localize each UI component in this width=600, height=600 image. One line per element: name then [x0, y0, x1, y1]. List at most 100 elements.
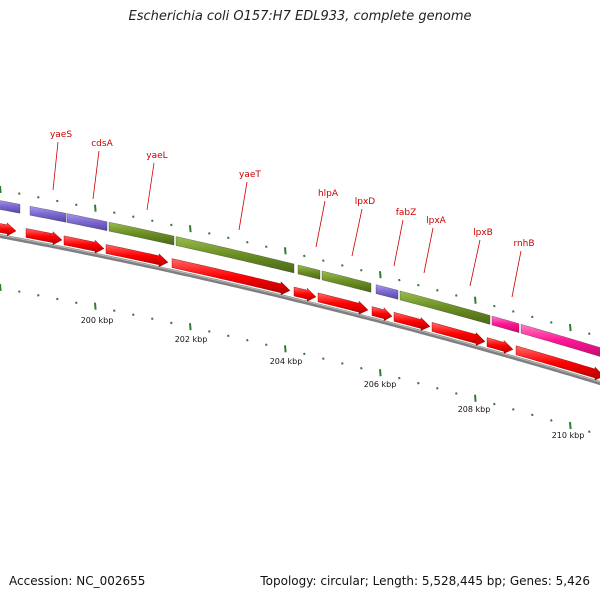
gene-band — [108, 221, 175, 246]
gene-band — [0, 200, 21, 214]
minor-tick — [151, 219, 154, 223]
major-tick — [0, 283, 2, 292]
minor-tick — [56, 199, 59, 203]
major-tick — [0, 185, 2, 194]
minor-tick — [512, 310, 515, 313]
major-tick — [284, 345, 287, 353]
kbp-label: 200 kbp — [81, 316, 114, 325]
gene-band — [321, 270, 372, 293]
minor-tick — [227, 236, 230, 240]
gene-band — [491, 315, 520, 333]
backbone-line — [0, 233, 600, 386]
major-tick — [474, 394, 477, 402]
minor-tick — [37, 195, 40, 199]
gene-label-fabZ: fabZ — [396, 208, 417, 218]
gene-callout-line — [393, 219, 404, 267]
minor-tick — [303, 254, 306, 258]
minor-tick — [75, 203, 78, 207]
gene-band — [175, 236, 295, 274]
minor-tick — [398, 376, 401, 380]
gene-label-lpxB: lpxB — [473, 228, 493, 238]
gene-label-lpxA: lpxA — [426, 216, 447, 226]
gene-callout-line — [423, 227, 434, 274]
minor-tick — [303, 352, 306, 356]
backbone-highlight — [0, 234, 600, 383]
minor-tick — [360, 366, 363, 370]
cds-arrow — [105, 244, 169, 268]
minor-tick — [512, 408, 515, 411]
minor-tick — [56, 297, 59, 301]
gene-callout-line — [315, 200, 326, 248]
major-tick — [94, 204, 97, 212]
minor-tick — [265, 343, 268, 347]
accession-text: Accession: NC_002655 — [9, 574, 146, 588]
minor-tick — [37, 293, 40, 297]
cds-arrow — [63, 235, 105, 254]
cds-arrow — [0, 222, 17, 237]
cds-arrow — [393, 312, 431, 331]
gene-band — [66, 213, 108, 231]
minor-tick — [170, 321, 173, 325]
genome-stats-text: Topology: circular; Length: 5,528,445 bp… — [260, 574, 590, 588]
cds-arrow — [317, 292, 369, 315]
cds-arrow — [486, 337, 514, 354]
major-tick — [569, 421, 572, 430]
kbp-label: 204 kbp — [270, 357, 303, 366]
gene-label-cdsA: cdsA — [91, 139, 113, 149]
gene-callout-line — [238, 181, 248, 231]
gene-band — [29, 206, 67, 223]
major-tick — [569, 323, 572, 332]
cds-track — [0, 222, 600, 381]
cds-arrow — [171, 258, 291, 296]
kbp-label: 206 kbp — [364, 380, 397, 389]
minor-tick — [227, 334, 230, 338]
minor-tick — [550, 321, 553, 324]
gene-callout-line — [92, 150, 100, 200]
minor-tick — [531, 315, 534, 319]
major-tick — [379, 271, 382, 279]
cds-arrow — [25, 228, 63, 246]
minor-tick — [360, 268, 363, 272]
minor-tick — [208, 232, 211, 235]
major-tick — [189, 323, 192, 331]
map-title: Escherichia coli O157:H7 EDL933, complet… — [128, 9, 472, 24]
minor-tick — [265, 245, 268, 249]
minor-tick — [436, 289, 439, 292]
minor-tick — [493, 304, 496, 308]
minor-tick — [417, 283, 420, 287]
tick-marks — [0, 185, 591, 433]
gene-band — [297, 264, 321, 280]
minor-tick — [493, 402, 496, 406]
minor-tick — [436, 387, 439, 390]
minor-tick — [341, 264, 344, 267]
gene-callout-line — [511, 250, 522, 298]
minor-tick — [246, 240, 249, 244]
major-tick — [474, 296, 477, 304]
minor-tick — [417, 381, 420, 385]
minor-tick — [588, 332, 591, 335]
kbp-labels: 200 kbp 202 kbp 204 kbp 206 kbp 208 kbp 210 k… — [81, 316, 585, 440]
major-tick — [189, 225, 192, 233]
gene-callout-line — [469, 239, 481, 287]
major-tick — [94, 302, 97, 310]
backbone — [0, 233, 600, 386]
cds-arrow — [293, 286, 317, 302]
minor-tick — [208, 330, 211, 333]
minor-tick — [246, 338, 249, 342]
gene-label-lpxD: lpxD — [355, 197, 376, 207]
minor-tick — [75, 301, 78, 305]
gene-label-yaeL: yaeL — [146, 151, 167, 161]
gene-callout-line — [146, 162, 155, 211]
minor-tick — [550, 419, 553, 422]
gene-band — [375, 284, 399, 300]
kbp-label: 210 kbp — [552, 431, 585, 440]
minor-tick — [322, 357, 325, 360]
gene-label-yaeS: yaeS — [50, 130, 72, 140]
gene-band — [520, 323, 600, 357]
cds-arrow — [371, 306, 393, 322]
minor-tick — [170, 223, 173, 227]
major-tick — [284, 247, 287, 255]
kbp-label: 202 kbp — [175, 335, 208, 344]
gene-band — [399, 290, 491, 325]
